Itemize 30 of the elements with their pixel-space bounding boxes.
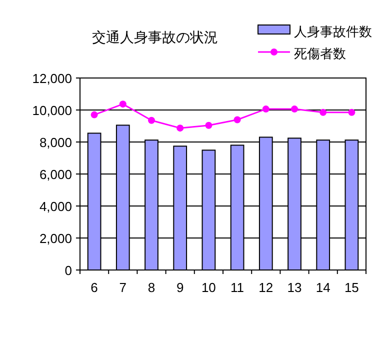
point	[176, 124, 184, 132]
legend-label: 人身事故件数	[294, 24, 372, 39]
chart-title: 交通人身事故の状況	[92, 29, 218, 45]
y-tick-label: 2,000	[39, 231, 72, 246]
y-tick-label: 12,000	[32, 71, 72, 86]
y-tick-label: 6,000	[39, 167, 72, 182]
y-tick-label: 4,000	[39, 199, 72, 214]
x-tick-label: 13	[287, 280, 302, 295]
x-tick-label: 7	[119, 280, 127, 295]
x-tick-label: 14	[316, 280, 330, 295]
y-tick-label: 0	[64, 263, 72, 278]
point	[90, 111, 98, 118]
point	[262, 106, 270, 113]
point	[234, 116, 241, 124]
x-tick-label: 15	[344, 280, 359, 295]
legend-label: 死傷者数	[294, 46, 346, 61]
point	[119, 100, 126, 108]
y-tick-label: 8,000	[39, 135, 72, 150]
x-tick-label: 8	[148, 280, 156, 295]
point	[148, 116, 155, 124]
x-tick-label: 9	[176, 280, 184, 295]
x-tick-label: 11	[230, 280, 244, 295]
x-tick-label: 6	[90, 280, 98, 295]
point	[348, 108, 356, 116]
point	[205, 122, 212, 129]
x-tick-label: 12	[258, 280, 274, 295]
x-tick-label: 10	[201, 280, 216, 295]
y-tick-label: 10,000	[32, 103, 72, 118]
point	[320, 108, 327, 116]
point	[291, 106, 298, 113]
